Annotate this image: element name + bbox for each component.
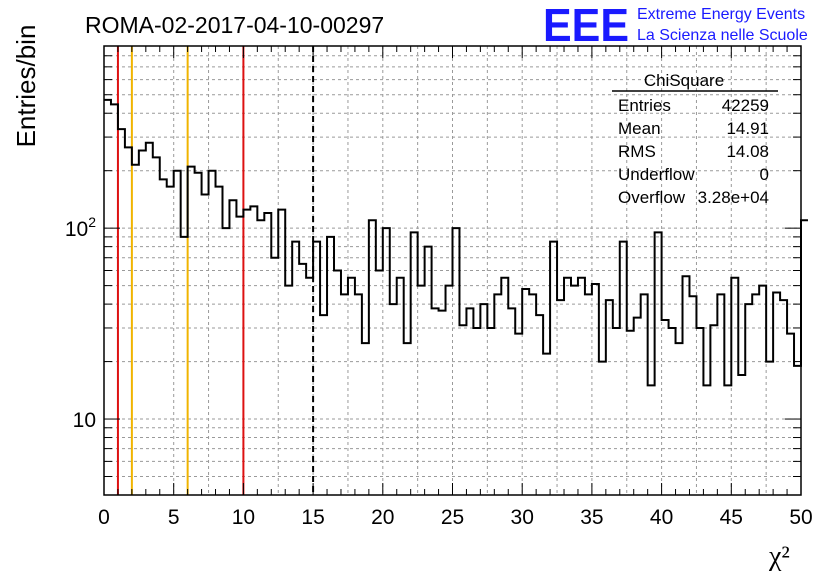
- x-tick-label: 45: [720, 506, 743, 529]
- y-axis-label: Entries/bin: [11, 25, 41, 148]
- stats-title: ChiSquare: [644, 71, 724, 90]
- eee-logo: EEE Extreme Energy Events La Scienza nel…: [543, 0, 808, 51]
- stats-value: 42259: [722, 96, 769, 115]
- stats-label: Overflow: [618, 188, 686, 207]
- x-tick-label: 20: [371, 506, 394, 529]
- x-tick-label: 25: [441, 506, 464, 529]
- logo-mark: EEE: [543, 0, 629, 51]
- x-tick-label: 0: [98, 506, 110, 529]
- x-tick-label: 40: [650, 506, 673, 529]
- x-tick-labels: 0 5 10 15 20 25 30 35 40 45 50: [98, 506, 813, 529]
- stats-value: 3.28e+04: [698, 188, 769, 207]
- stats-label: Underflow: [618, 165, 695, 184]
- axes: [103, 45, 802, 496]
- stats-value: 0: [760, 165, 769, 184]
- stats-box: ChiSquare Entries 42259 Mean 14.91 RMS 14.08 U…: [612, 71, 778, 207]
- histogram: [104, 98, 808, 387]
- x-tick-label: 10: [232, 506, 255, 529]
- x-tick-label: 5: [168, 506, 180, 529]
- stats-label: RMS: [618, 142, 656, 161]
- x-axis-label: χ²: [768, 541, 790, 572]
- logo-line-1: Extreme Energy Events: [637, 6, 805, 23]
- histogram-outline: [104, 98, 808, 387]
- y-tick-label: 102: [65, 214, 96, 241]
- x-tick-label: 50: [789, 506, 812, 529]
- stats-value: 14.91: [726, 119, 769, 138]
- x-tick-label: 30: [511, 506, 534, 529]
- stats-label: Entries: [618, 96, 671, 115]
- stats-value: 14.08: [726, 142, 769, 161]
- stats-label: Mean: [618, 119, 661, 138]
- x-tick-label: 35: [580, 506, 603, 529]
- x-tick-label: 15: [301, 506, 324, 529]
- logo-line-2: La Scienza nelle Scuole: [637, 27, 808, 44]
- run-title: ROMA-02-2017-04-10-00297: [85, 12, 384, 38]
- y-tick-label: 10: [73, 409, 96, 432]
- y-tick-labels: 10 102: [65, 214, 96, 432]
